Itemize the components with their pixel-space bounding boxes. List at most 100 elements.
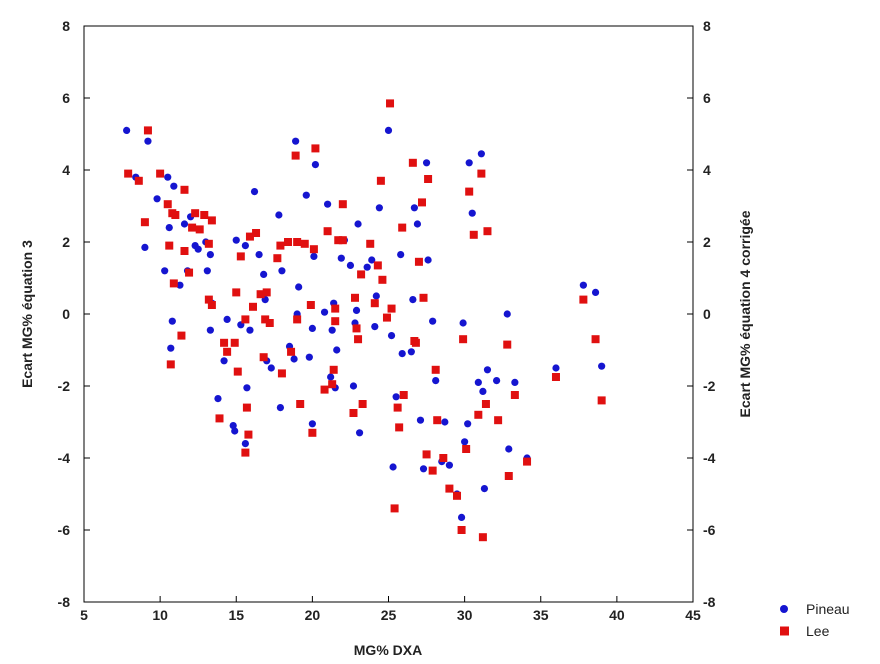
point-pineau: [203, 267, 211, 275]
point-pineau: [194, 245, 202, 253]
y-tick-label-right: 0: [703, 306, 711, 322]
point-pineau: [223, 315, 231, 323]
point-pineau: [552, 364, 560, 372]
point-pineau: [398, 350, 406, 358]
point-lee: [338, 236, 347, 245]
point-lee: [207, 216, 216, 225]
point-pineau: [503, 310, 511, 318]
point-pineau: [474, 378, 482, 386]
point-pineau: [483, 366, 492, 374]
point-pineau: [349, 382, 358, 390]
point-pineau: [324, 200, 332, 208]
point-lee: [220, 338, 229, 347]
point-lee: [171, 211, 180, 219]
point-pineau: [468, 209, 476, 217]
point-pineau: [397, 251, 405, 259]
point-pineau: [168, 317, 176, 325]
point-pineau: [327, 373, 335, 381]
data-points: [123, 99, 606, 542]
point-lee: [334, 236, 343, 245]
x-tick-label: 15: [228, 607, 244, 623]
point-pineau: [276, 404, 285, 412]
point-lee: [414, 257, 423, 266]
point-lee: [241, 315, 250, 324]
point-lee: [241, 448, 250, 457]
point-pineau: [229, 422, 237, 430]
legend-marker-lee: [780, 626, 789, 636]
x-tick-label: 35: [533, 607, 549, 623]
point-lee: [191, 209, 200, 218]
point-pineau: [413, 220, 422, 228]
point-lee: [510, 391, 519, 399]
point-lee: [474, 410, 483, 419]
point-pineau: [250, 188, 259, 196]
point-lee: [382, 313, 391, 322]
point-pineau: [328, 326, 336, 334]
point-pineau: [511, 378, 519, 386]
point-pineau: [275, 211, 283, 219]
point-lee: [308, 428, 317, 437]
x-tick-label: 10: [152, 607, 168, 623]
y-axis-left: -8 -6 -4 -2 0 2 4 6 8: [58, 18, 90, 610]
point-lee: [366, 239, 375, 248]
point-lee: [185, 268, 194, 277]
point-lee: [398, 223, 407, 232]
point-lee: [393, 403, 402, 412]
point-lee: [156, 169, 165, 178]
point-pineau: [371, 323, 379, 331]
point-lee: [390, 504, 399, 513]
point-pineau: [311, 161, 320, 169]
y-tick-label-right: -8: [703, 594, 716, 610]
point-pineau: [255, 251, 263, 259]
point-lee: [124, 169, 133, 178]
y-tick-label-left: 8: [62, 18, 70, 34]
point-lee: [387, 304, 396, 313]
point-lee: [373, 261, 382, 270]
point-lee: [422, 450, 431, 459]
point-lee: [469, 230, 478, 239]
point-pineau: [292, 137, 300, 145]
point-lee: [591, 335, 600, 344]
point-lee: [195, 225, 204, 234]
point-pineau: [355, 429, 364, 437]
point-lee: [417, 198, 426, 207]
point-pineau: [372, 292, 380, 300]
point-lee: [188, 223, 197, 232]
y-tick-label-right: 2: [703, 234, 711, 250]
point-pineau: [441, 418, 449, 426]
point-lee: [494, 416, 503, 425]
y-axis-title-right: Ecart MG% équation 4 corrigée: [737, 210, 753, 417]
point-lee: [357, 270, 366, 279]
point-pineau: [445, 461, 453, 469]
point-lee: [207, 301, 216, 309]
point-pineau: [419, 465, 428, 473]
point-lee: [287, 347, 296, 356]
legend: Pineau Lee: [780, 601, 850, 639]
point-lee: [273, 254, 282, 263]
point-lee: [293, 238, 302, 246]
point-lee: [223, 347, 232, 356]
y-tick-label-right: 8: [703, 18, 711, 34]
point-lee: [306, 301, 315, 309]
point-lee: [477, 169, 486, 178]
point-lee: [483, 227, 492, 236]
point-pineau: [206, 326, 214, 334]
point-pineau: [176, 281, 184, 289]
point-lee: [551, 373, 560, 381]
point-pineau: [241, 440, 249, 448]
x-tick-label: 40: [609, 607, 625, 623]
point-lee: [134, 176, 143, 185]
point-lee: [311, 144, 320, 153]
point-lee: [276, 241, 285, 250]
y-tick-label-right: -2: [703, 378, 716, 394]
point-lee: [445, 484, 454, 493]
point-pineau: [153, 195, 161, 203]
point-pineau: [461, 438, 469, 446]
point-lee: [143, 126, 152, 135]
y-tick-label-left: 4: [62, 162, 70, 178]
point-pineau: [144, 137, 152, 145]
point-pineau: [407, 348, 415, 356]
point-pineau: [416, 416, 425, 424]
point-lee: [395, 423, 404, 432]
point-lee: [457, 526, 466, 534]
